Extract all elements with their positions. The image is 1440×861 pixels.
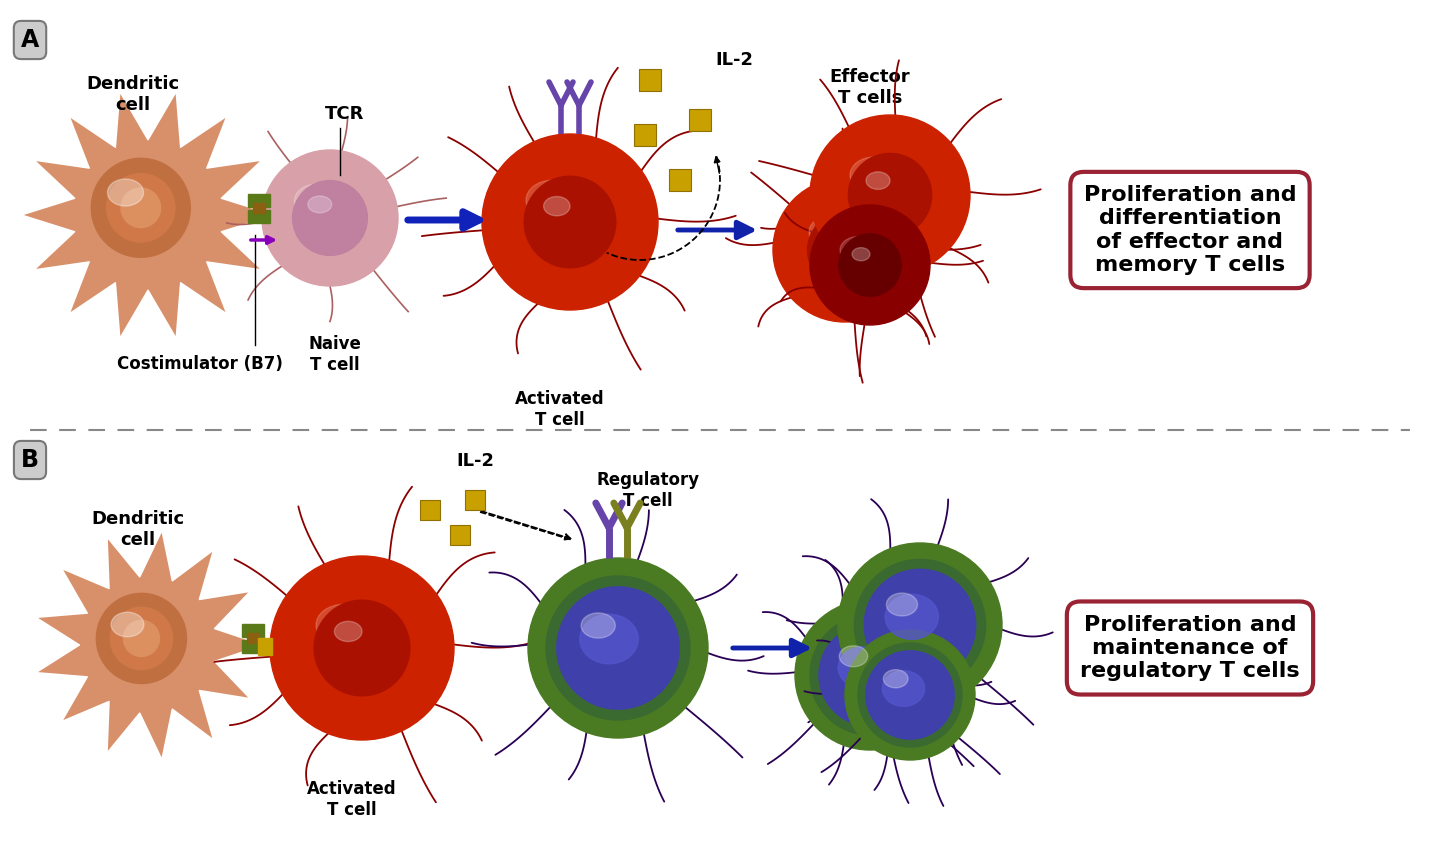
Ellipse shape xyxy=(865,172,890,189)
Ellipse shape xyxy=(294,184,338,218)
Circle shape xyxy=(546,576,690,720)
Circle shape xyxy=(819,624,922,726)
Ellipse shape xyxy=(543,196,570,216)
Text: Regulatory
T cell: Regulatory T cell xyxy=(596,471,700,510)
Ellipse shape xyxy=(334,622,361,641)
Text: Naive
T cell: Naive T cell xyxy=(308,335,361,374)
Ellipse shape xyxy=(809,216,852,248)
Text: Dendritic
cell: Dendritic cell xyxy=(91,510,184,548)
Ellipse shape xyxy=(526,180,579,220)
Circle shape xyxy=(854,560,985,691)
Circle shape xyxy=(808,213,883,288)
Polygon shape xyxy=(24,94,272,336)
Text: B: B xyxy=(22,448,39,472)
Circle shape xyxy=(858,643,962,747)
Ellipse shape xyxy=(108,179,144,206)
Ellipse shape xyxy=(315,604,372,646)
Bar xyxy=(248,194,271,207)
Circle shape xyxy=(482,134,658,310)
Circle shape xyxy=(809,205,930,325)
Bar xyxy=(242,640,264,653)
Ellipse shape xyxy=(824,229,845,245)
Circle shape xyxy=(314,600,410,696)
Circle shape xyxy=(75,141,222,288)
Ellipse shape xyxy=(840,237,876,263)
Ellipse shape xyxy=(886,594,939,640)
Text: Activated
T cell: Activated T cell xyxy=(307,780,397,819)
Text: Effector
T cells: Effector T cells xyxy=(829,68,910,107)
Ellipse shape xyxy=(308,196,331,213)
Circle shape xyxy=(96,593,187,684)
Text: TCR: TCR xyxy=(325,105,364,123)
Ellipse shape xyxy=(850,157,899,193)
Circle shape xyxy=(838,234,901,296)
Circle shape xyxy=(848,153,932,237)
Circle shape xyxy=(864,569,976,681)
Circle shape xyxy=(271,556,454,740)
Ellipse shape xyxy=(840,646,868,666)
Circle shape xyxy=(795,600,945,750)
Bar xyxy=(248,633,259,643)
Circle shape xyxy=(81,578,215,712)
Circle shape xyxy=(292,181,367,256)
Ellipse shape xyxy=(838,647,887,688)
Text: IL-2: IL-2 xyxy=(716,51,753,69)
Circle shape xyxy=(528,558,708,738)
Circle shape xyxy=(107,174,176,242)
Ellipse shape xyxy=(883,671,924,706)
Text: Proliferation and
differentiation
of effector and
memory T cells: Proliferation and differentiation of eff… xyxy=(1084,185,1296,275)
Ellipse shape xyxy=(852,248,870,261)
Circle shape xyxy=(865,651,955,740)
Circle shape xyxy=(557,587,680,709)
Text: A: A xyxy=(20,28,39,52)
Ellipse shape xyxy=(111,612,144,637)
Bar xyxy=(248,210,271,223)
Ellipse shape xyxy=(580,614,638,664)
Circle shape xyxy=(111,607,173,670)
Circle shape xyxy=(124,621,160,656)
Circle shape xyxy=(262,150,397,286)
Text: Activated
T cell: Activated T cell xyxy=(516,390,605,429)
Ellipse shape xyxy=(883,670,909,688)
Circle shape xyxy=(121,188,161,227)
Circle shape xyxy=(845,630,975,760)
Circle shape xyxy=(91,158,190,257)
Polygon shape xyxy=(37,533,261,758)
Text: Costimulator (B7): Costimulator (B7) xyxy=(117,355,282,373)
Text: Proliferation and
maintenance of
regulatory T cells: Proliferation and maintenance of regulat… xyxy=(1080,615,1300,681)
Circle shape xyxy=(809,115,971,275)
Text: Dendritic
cell: Dendritic cell xyxy=(86,75,180,114)
Circle shape xyxy=(838,543,1002,707)
Circle shape xyxy=(773,178,917,322)
Ellipse shape xyxy=(582,613,615,638)
Ellipse shape xyxy=(887,593,917,616)
Bar xyxy=(258,638,272,655)
Circle shape xyxy=(809,615,930,735)
Bar xyxy=(253,203,265,213)
Circle shape xyxy=(524,177,616,268)
Text: IL-2: IL-2 xyxy=(456,452,494,470)
Bar xyxy=(242,624,264,637)
